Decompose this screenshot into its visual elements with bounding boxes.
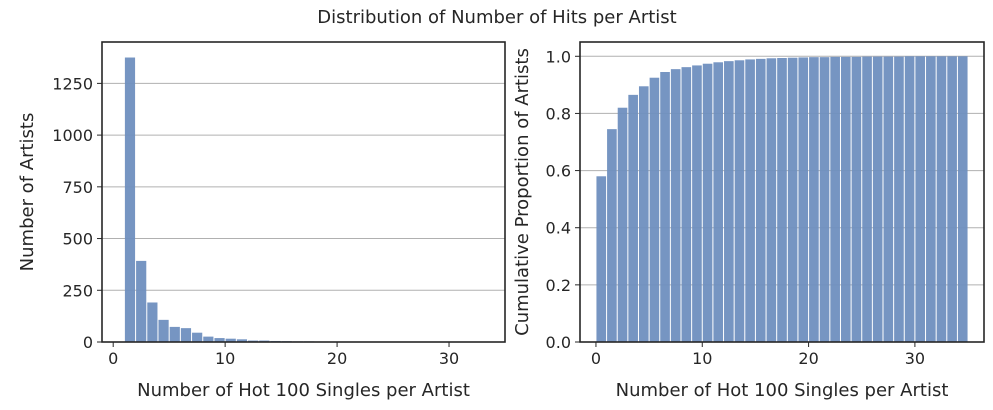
histogram-cumulative-bar-6	[660, 72, 670, 342]
histogram-count-axes-frame	[101, 41, 506, 343]
histogram-count-bar-8	[214, 338, 225, 342]
histogram-count-bar-3	[158, 319, 169, 342]
histogram-cumulative-bar-22	[830, 56, 840, 342]
histogram-cumulative-bar-15	[755, 58, 766, 342]
histogram-cumulative-xtick-label-0: 0	[591, 349, 601, 368]
histogram-cumulative-ylabel: Cumulative Proportion of Artists	[512, 48, 533, 336]
histogram-cumulative-bar-8	[681, 67, 692, 343]
histogram-cumulative-bar-34	[957, 56, 968, 343]
histogram-count-ylabel: Number of Artists	[17, 113, 38, 272]
histogram-cumulative-bar-13	[734, 60, 745, 343]
histogram-count-ytick-label-4: 1000	[52, 126, 93, 145]
histogram-count-panel: 0 10 20 30 0 250 500 750 1000 1250 Number of Hot 1…	[17, 41, 506, 401]
histogram-cumulative-ytick-label-4: 0.8	[546, 104, 571, 123]
histogram-cumulative-bar-24	[851, 56, 862, 342]
histogram-cumulative-xtick-label-2: 20	[798, 349, 818, 368]
histogram-count-bar-6	[192, 332, 203, 342]
histogram-cumulative-axes-frame	[579, 41, 985, 343]
histogram-cumulative-bar-5	[649, 77, 660, 342]
histogram-cumulative-ytick-label-0: 0.0	[546, 333, 571, 352]
histogram-cumulative-xlabel: Number of Hot 100 Singles per Artist	[616, 380, 949, 401]
histogram-cumulative-bar-16	[766, 58, 777, 343]
histogram-count-xtick-label-1: 10	[215, 349, 235, 368]
histogram-count-bar-5	[180, 328, 192, 342]
histogram-cumulative-bar-21	[819, 57, 830, 343]
histogram-count-bar-1	[136, 260, 147, 342]
histogram-count-xlabel: Number of Hot 100 Singles per Artist	[137, 380, 470, 401]
histogram-count-bar-4	[169, 326, 180, 342]
histogram-cumulative-bar-11	[713, 62, 724, 343]
histogram-cumulative-bar-4	[638, 86, 649, 343]
histogram-cumulative-ytick-label-5: 1.0	[546, 47, 571, 66]
histogram-cumulative-bar-30	[915, 56, 926, 343]
histogram-cumulative-bar-33	[947, 56, 957, 343]
histogram-cumulative-ytick-label-3: 0.6	[546, 162, 571, 181]
histogram-cumulative-bar-12	[724, 61, 734, 343]
histogram-count-ytick-label-5: 1250	[52, 74, 93, 93]
histogram-count-ytick-label-3: 750	[62, 178, 93, 197]
histogram-count-xtick-label-2: 20	[327, 349, 347, 368]
histogram-count-bar-7	[203, 336, 214, 342]
histogram-cumulative-bar-19	[798, 57, 809, 343]
histogram-cumulative-bar-26	[872, 56, 883, 342]
histogram-count-ytick-label-0: 0	[83, 333, 93, 352]
histogram-cumulative-bar-0	[596, 176, 607, 342]
histogram-count-xtick-label-3: 30	[439, 349, 459, 368]
histogram-cumulative-bar-10	[702, 63, 713, 342]
histogram-cumulative-bar-27	[883, 56, 894, 342]
histogram-count-bar-10	[236, 339, 248, 342]
histogram-cumulative-panel: 0 10 20 30 0.0 0.2 0.4 0.6 0.8 1.0 Number of Hot 1…	[512, 41, 985, 401]
histogram-cumulative-bar-1	[607, 129, 617, 342]
histogram-cumulative-bar-29	[904, 56, 915, 343]
histogram-cumulative-bar-2	[617, 107, 628, 342]
histogram-cumulative-bar-25	[862, 56, 872, 342]
histogram-count-bar-9	[225, 338, 236, 342]
histogram-cumulative-bar-18	[787, 57, 798, 342]
histogram-cumulative-xtick-label-1: 10	[692, 349, 712, 368]
histogram-cumulative-bar-23	[840, 56, 851, 342]
histogram-cumulative-bar-17	[777, 58, 787, 342]
histogram-count-bar-0	[124, 57, 136, 342]
histogram-cumulative-ytick-label-2: 0.4	[546, 219, 571, 238]
histogram-cumulative-ytick-label-1: 0.2	[546, 276, 571, 295]
histogram-count-ytick-label-1: 250	[62, 281, 93, 300]
histogram-cumulative-bar-28	[894, 56, 904, 342]
histogram-cumulative-bar-9	[692, 65, 702, 342]
histogram-cumulative-bar-14	[745, 59, 755, 343]
histogram-cumulative-xtick-label-3: 30	[905, 349, 925, 368]
histogram-cumulative-bar-7	[670, 69, 681, 343]
histogram-cumulative-bar-3	[628, 94, 638, 342]
histogram-count-bar-2	[147, 302, 158, 342]
histogram-count-xtick-label-0: 0	[108, 349, 118, 368]
figure-title: Distribution of Number of Hits per Artis…	[317, 7, 676, 28]
histogram-cumulative-bar-32	[936, 56, 947, 343]
histogram-count-ytick-label-2: 500	[62, 230, 93, 249]
histogram-cumulative-bar-31	[926, 56, 936, 343]
histogram-cumulative-bar-20	[809, 57, 819, 343]
